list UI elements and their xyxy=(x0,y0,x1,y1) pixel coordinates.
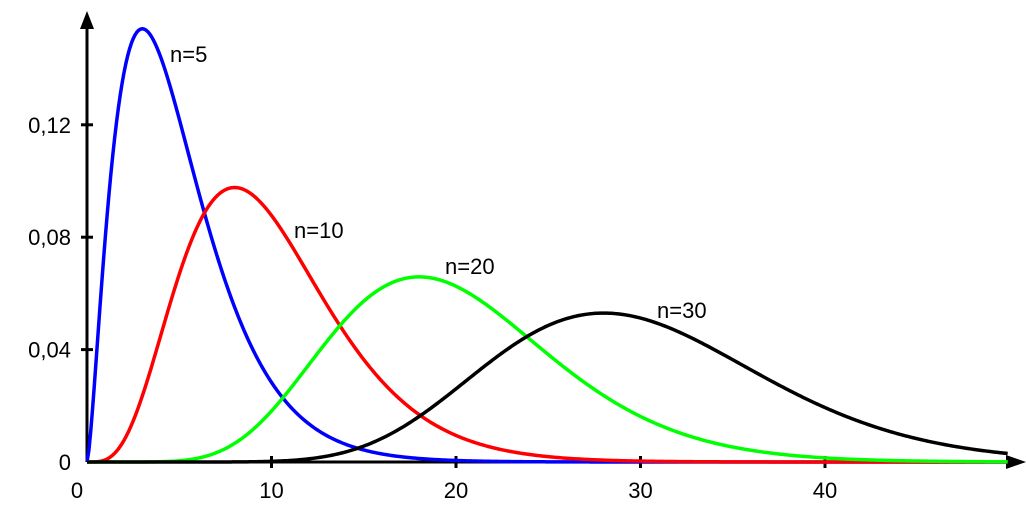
y-axis-arrow xyxy=(80,11,94,29)
series-line-n30 xyxy=(87,311,1008,464)
ticks: 0 10 20 30 40 0 0,04 0,08 0,12 xyxy=(28,113,837,503)
curves xyxy=(85,27,1008,464)
x-tick-label: 20 xyxy=(444,478,468,503)
series-label-n20: n=20 xyxy=(445,254,495,279)
y-tick-label: 0 xyxy=(59,450,71,475)
series-line-n5 xyxy=(85,27,1008,464)
series-labels: n=5 n=10 n=20 n=30 xyxy=(170,42,707,323)
y-tick-label: 0,08 xyxy=(28,225,71,250)
x-tick-label: 0 xyxy=(71,478,83,503)
series-line-n10 xyxy=(87,185,1008,464)
series-label-n10: n=10 xyxy=(294,218,344,243)
x-axis-arrow xyxy=(1006,455,1026,469)
x-tick-label: 40 xyxy=(813,478,837,503)
axes xyxy=(80,11,1026,469)
series-line-n20 xyxy=(87,275,1008,464)
y-tick-label: 0,12 xyxy=(28,113,71,138)
y-tick-label: 0,04 xyxy=(28,338,71,363)
x-tick-label: 10 xyxy=(259,478,283,503)
series-label-n30: n=30 xyxy=(657,298,707,323)
series-label-n5: n=5 xyxy=(170,42,207,67)
x-tick-label: 30 xyxy=(628,478,652,503)
